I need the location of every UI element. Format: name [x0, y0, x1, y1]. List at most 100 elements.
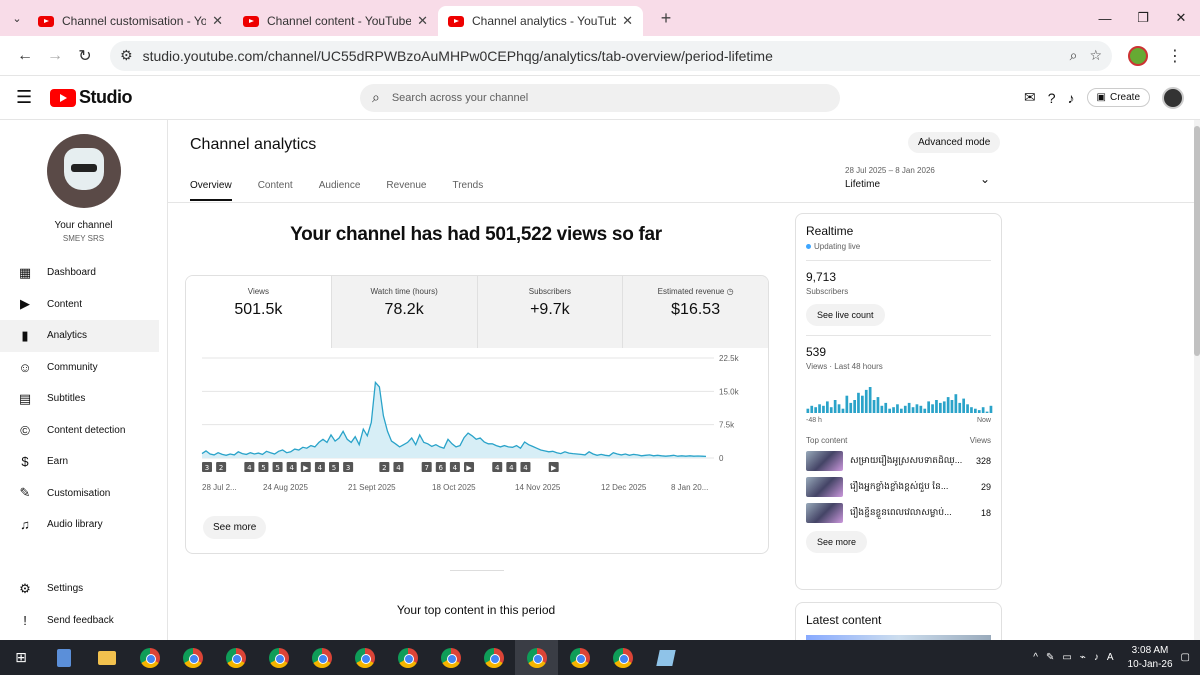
hourly-bar[interactable]: [900, 408, 903, 413]
hourly-bar[interactable]: [907, 402, 911, 413]
zoom-icon[interactable]: ⌕: [1069, 47, 1078, 63]
hourly-bar[interactable]: [829, 407, 833, 413]
info-clock-icon[interactable]: ◷: [724, 287, 734, 296]
windows-start-icon[interactable]: ⊞: [15, 649, 27, 665]
hourly-bar[interactable]: [985, 411, 989, 413]
video-title[interactable]: រឿងខ្ជិនខ្លួនពេលវេលាសម្លាប់...: [850, 506, 952, 517]
language-icon[interactable]: A: [1106, 652, 1114, 663]
hourly-bar[interactable]: [915, 404, 919, 413]
sidebar-item-audio-library[interactable]: ♫ Audio library: [0, 509, 159, 541]
pen-icon[interactable]: ✎: [1045, 652, 1055, 663]
hourly-bar[interactable]: [841, 408, 845, 413]
tab-content[interactable]: Content: [257, 180, 293, 191]
hourly-bar[interactable]: [868, 387, 872, 413]
hourly-bar[interactable]: [935, 400, 938, 413]
event-marker[interactable]: [506, 462, 517, 472]
sidebar-item-content-detection[interactable]: © Content detection: [0, 415, 159, 447]
hourly-bar[interactable]: [845, 395, 849, 413]
hourly-bar[interactable]: [966, 404, 969, 413]
back-icon[interactable]: ←: [17, 46, 33, 64]
sidebar-item-analytics[interactable]: ▮ Analytics: [0, 320, 159, 352]
hourly-bar[interactable]: [911, 407, 915, 413]
hourly-views-chart[interactable]: [806, 379, 993, 413]
hourly-bar[interactable]: [903, 405, 907, 413]
account-avatar[interactable]: [1162, 86, 1184, 109]
hourly-bar[interactable]: [837, 404, 841, 413]
hourly-bar[interactable]: [950, 400, 954, 413]
notepad-icon[interactable]: [644, 640, 687, 675]
hourly-bar[interactable]: [942, 401, 946, 413]
hourly-bar[interactable]: [970, 407, 973, 413]
see-more-button[interactable]: See more: [806, 531, 868, 553]
hourly-bar[interactable]: [861, 395, 864, 413]
hourly-bar[interactable]: [864, 389, 868, 413]
hourly-bar[interactable]: [974, 408, 977, 413]
file-explorer-icon[interactable]: [85, 640, 128, 675]
chrome-profile-icon[interactable]: [601, 640, 644, 675]
hourly-bar[interactable]: [923, 408, 927, 413]
browser-tab-active[interactable]: Channel analytics - YouTube Studio ✕: [438, 6, 643, 36]
close-window-icon[interactable]: ✕: [1175, 10, 1187, 25]
close-tab-icon[interactable]: ✕: [212, 13, 223, 28]
video-thumbnail[interactable]: [806, 503, 843, 523]
event-marker[interactable]: [314, 462, 325, 472]
hourly-bar[interactable]: [927, 401, 930, 413]
close-tab-icon[interactable]: ✕: [417, 13, 428, 28]
volume-icon[interactable]: ♪: [1093, 652, 1099, 663]
battery-icon[interactable]: ▭: [1062, 652, 1072, 663]
metric-tab-estimated-revenue[interactable]: Estimated revenue ◷ $16.53: [622, 276, 768, 348]
hourly-bar[interactable]: [818, 404, 821, 413]
see-more-button[interactable]: See more: [203, 516, 267, 539]
help-icon[interactable]: ?: [1047, 89, 1056, 106]
chrome-profile-icon[interactable]: [386, 640, 429, 675]
advanced-mode-button[interactable]: Advanced mode: [908, 132, 1001, 153]
sidebar-item-send-feedback[interactable]: ! Send feedback: [0, 605, 159, 637]
hourly-bar[interactable]: [977, 410, 981, 413]
chrome-profile-icon[interactable]: [472, 640, 515, 675]
minimize-icon[interactable]: —: [1098, 10, 1112, 26]
show-hidden-icons-icon[interactable]: ^: [1033, 652, 1038, 663]
hourly-bar[interactable]: [892, 407, 895, 413]
event-marker[interactable]: [393, 462, 404, 472]
new-tab-button[interactable]: +: [660, 8, 672, 28]
url-field[interactable]: ⚙ studio.youtube.com/channel/UC55dRPWBzo…: [110, 40, 1112, 71]
browser-tab[interactable]: Channel content - YouTube Studio ✕: [233, 6, 438, 36]
hourly-bar[interactable]: [853, 400, 856, 413]
hourly-bar[interactable]: [876, 397, 880, 413]
chrome-profile-icon[interactable]: [558, 640, 601, 675]
notifications-icon[interactable]: ▢: [1180, 652, 1190, 663]
video-title[interactable]: រឿងអ្នកខ្លាំងខ្លាំងខ្ពស់ជួប នៃ...: [850, 480, 949, 491]
tab-audience[interactable]: Audience: [318, 180, 361, 191]
hourly-bar[interactable]: [931, 404, 934, 413]
video-thumbnail[interactable]: [806, 477, 843, 497]
scrollbar-thumb[interactable]: [1194, 126, 1200, 356]
event-marker[interactable]: [435, 462, 446, 472]
network-icon[interactable]: ⌁: [1079, 652, 1086, 663]
clock[interactable]: 3:08 AM 10-Jan-26: [1128, 644, 1173, 672]
hourly-bar[interactable]: [880, 405, 884, 413]
date-range-picker[interactable]: 28 Jul 2025 – 8 Jan 2026 Lifetime ⌄: [845, 166, 990, 190]
event-marker[interactable]: [464, 462, 475, 472]
tab-search-dropdown-icon[interactable]: ⌄: [12, 12, 22, 25]
chrome-profile-icon[interactable]: [171, 640, 214, 675]
create-button[interactable]: ▣ Create: [1086, 88, 1150, 107]
messages-icon[interactable]: ✉: [1024, 89, 1036, 105]
hourly-bar[interactable]: [849, 402, 853, 413]
chrome-profile-icon[interactable]: [214, 640, 257, 675]
event-marker[interactable]: [258, 462, 269, 472]
hourly-bar[interactable]: [884, 402, 888, 413]
browser-tab[interactable]: Channel customisation - YouTube Studio ✕: [28, 6, 233, 36]
chrome-profile-icon[interactable]: [343, 640, 386, 675]
event-marker[interactable]: [286, 462, 297, 472]
chrome-profile-icon[interactable]: [429, 640, 472, 675]
chrome-profile-icon-active[interactable]: [515, 640, 558, 675]
views-line[interactable]: [201, 380, 707, 458]
channel-avatar[interactable]: [46, 134, 121, 208]
menu-kebab-icon[interactable]: ⋮: [1167, 47, 1183, 65]
sidebar-item-subtitles[interactable]: ▤ Subtitles: [0, 383, 159, 415]
top-content-row[interactable]: រឿងអ្នកខ្លាំងខ្លាំងខ្ពស់ជួប នៃ... 29: [806, 477, 991, 497]
top-content-row[interactable]: រឿងខ្ជិនខ្លួនពេលវេលាសម្លាប់... 18: [806, 503, 991, 523]
hourly-bar[interactable]: [989, 405, 993, 413]
hourly-bar[interactable]: [896, 404, 899, 413]
hourly-bar[interactable]: [814, 407, 817, 413]
